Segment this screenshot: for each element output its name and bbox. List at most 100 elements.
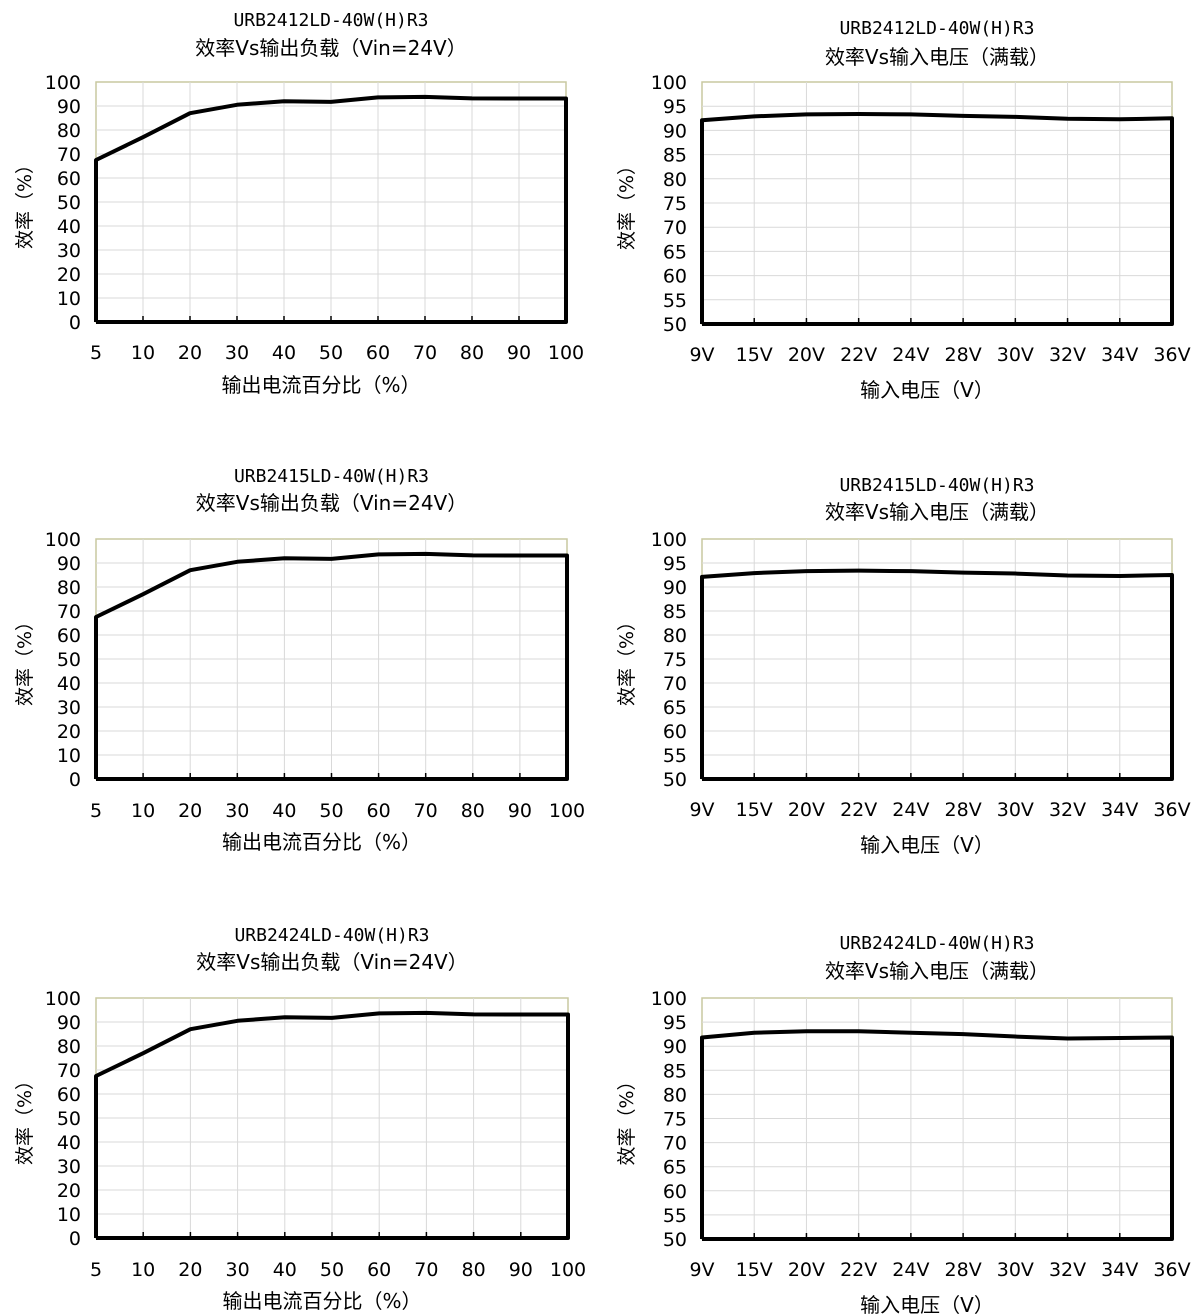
x-tick-label: 34V [1101, 1259, 1138, 1281]
y-tick-label: 55 [663, 1205, 687, 1227]
y-tick-label: 30 [57, 697, 81, 719]
y-tick-label: 50 [663, 769, 687, 791]
y-tick-label: 10 [57, 288, 81, 310]
y-tick-label: 40 [57, 216, 81, 238]
chart-title: URB2424LD-40W(H)R3 [234, 925, 429, 946]
y-tick-label: 100 [651, 529, 687, 551]
y-tick-label: 100 [651, 988, 687, 1010]
x-tick-label: 32V [1049, 1259, 1086, 1281]
x-tick-label: 30 [225, 342, 249, 364]
y-tick-label: 70 [57, 144, 81, 166]
y-tick-label: 50 [57, 1108, 81, 1130]
x-tick-label: 30V [997, 1259, 1034, 1281]
chart-subtitle: 效率Vs输出负载（Vin=24V） [195, 36, 466, 60]
chart-subtitle: 效率Vs输出负载（Vin=24V） [196, 491, 467, 515]
x-tick-label: 15V [736, 1259, 773, 1281]
x-tick-label: 20V [788, 344, 825, 366]
y-tick-label: 0 [69, 312, 81, 334]
x-tick-label: 24V [892, 344, 929, 366]
x-tick-label: 22V [840, 344, 877, 366]
x-tick-label: 20V [788, 1259, 825, 1281]
x-tick-label: 15V [736, 799, 773, 821]
y-tick-label: 65 [663, 241, 687, 263]
x-tick-label: 80 [460, 342, 484, 364]
chart-4: URB2415LD-40W(H)R3 效率Vs输入电压（满载） 5055606570… [616, 475, 1191, 857]
y-tick-label: 20 [57, 264, 81, 286]
x-tick-label: 28V [945, 1259, 982, 1281]
x-tick-label: 60 [366, 342, 390, 364]
y-tick-label: 40 [57, 673, 81, 695]
y-tick-label: 50 [57, 649, 81, 671]
y-tick-label: 60 [663, 721, 687, 743]
x-tick-label: 90 [509, 1259, 533, 1281]
y-tick-label: 50 [57, 192, 81, 214]
y-tick-label: 0 [69, 769, 81, 791]
y-tick-label: 100 [45, 72, 81, 94]
chart-title: URB2424LD-40W(H)R3 [839, 933, 1034, 954]
series-line [94, 1010, 570, 1240]
chart-title: URB2412LD-40W(H)R3 [839, 18, 1034, 39]
y-tick-label: 75 [663, 193, 687, 215]
y-tick-label: 70 [57, 1060, 81, 1082]
x-axis-label: 输入电压（V） [860, 833, 994, 857]
chart-subtitle: 效率Vs输入电压（满载） [825, 959, 1049, 983]
x-tick-label: 90 [507, 342, 531, 364]
y-tick-label: 55 [663, 290, 687, 312]
y-tick-label: 0 [69, 1228, 81, 1250]
x-tick-label: 36V [1153, 1259, 1190, 1281]
x-tick-label: 50 [320, 1259, 344, 1281]
chart-subtitle: 效率Vs输入电压（满载） [825, 500, 1049, 524]
x-tick-label: 90 [508, 800, 532, 822]
x-tick-label: 22V [840, 1259, 877, 1281]
y-tick-label: 10 [57, 745, 81, 767]
y-tick-label: 90 [57, 96, 81, 118]
y-tick-label: 60 [57, 168, 81, 190]
y-axis-label: 效率（%） [14, 155, 36, 249]
chart-3: URB2415LD-40W(H)R3效率Vs输出负载（Vin=24V）01020… [14, 466, 585, 854]
x-tick-label: 20V [788, 799, 825, 821]
x-tick-label: 30V [997, 799, 1034, 821]
x-tick-label: 30 [225, 800, 249, 822]
x-tick-label: 24V [892, 799, 929, 821]
y-tick-label: 60 [663, 266, 687, 288]
x-tick-label: 30V [997, 344, 1034, 366]
y-tick-label: 70 [57, 601, 81, 623]
chart-title: URB2412LD-40W(H)R3 [233, 10, 428, 31]
y-tick-label: 90 [57, 553, 81, 575]
y-tick-label: 65 [663, 1157, 687, 1179]
x-tick-label: 28V [945, 344, 982, 366]
x-axis-label: 输入电压（V） [860, 1293, 994, 1315]
y-tick-label: 70 [663, 673, 687, 695]
x-tick-label: 5 [90, 1259, 102, 1281]
x-tick-label: 10 [131, 342, 155, 364]
y-tick-label: 95 [663, 1012, 687, 1034]
x-tick-label: 70 [413, 342, 437, 364]
x-tick-label: 34V [1101, 344, 1138, 366]
chart-1: URB2412LD-40W(H)R3效率Vs输出负载（Vin=24V）01020… [14, 10, 584, 397]
x-tick-label: 80 [462, 1259, 486, 1281]
x-tick-label: 32V [1049, 344, 1086, 366]
x-tick-label: 36V [1153, 344, 1190, 366]
chart-subtitle: 效率Vs输入电压（满载） [825, 45, 1049, 69]
y-tick-label: 55 [663, 745, 687, 767]
x-tick-label: 30 [226, 1259, 250, 1281]
y-tick-label: 100 [651, 72, 687, 94]
y-tick-label: 80 [663, 1084, 687, 1106]
y-tick-label: 50 [663, 1229, 687, 1251]
y-tick-label: 10 [57, 1204, 81, 1226]
x-tick-label: 100 [548, 342, 584, 364]
y-axis-label: 效率（%） [616, 612, 638, 706]
y-tick-label: 85 [663, 145, 687, 167]
x-tick-label: 50 [319, 342, 343, 364]
y-tick-label: 65 [663, 697, 687, 719]
y-tick-label: 80 [57, 120, 81, 142]
x-tick-label: 28V [945, 799, 982, 821]
x-tick-label: 24V [892, 1259, 929, 1281]
chart-5: URB2424LD-40W(H)R3效率Vs输出负载（Vin=24V）01020… [14, 925, 586, 1313]
series-line [94, 551, 569, 781]
x-tick-label: 32V [1049, 799, 1086, 821]
x-tick-label: 34V [1101, 799, 1138, 821]
y-tick-label: 80 [57, 577, 81, 599]
